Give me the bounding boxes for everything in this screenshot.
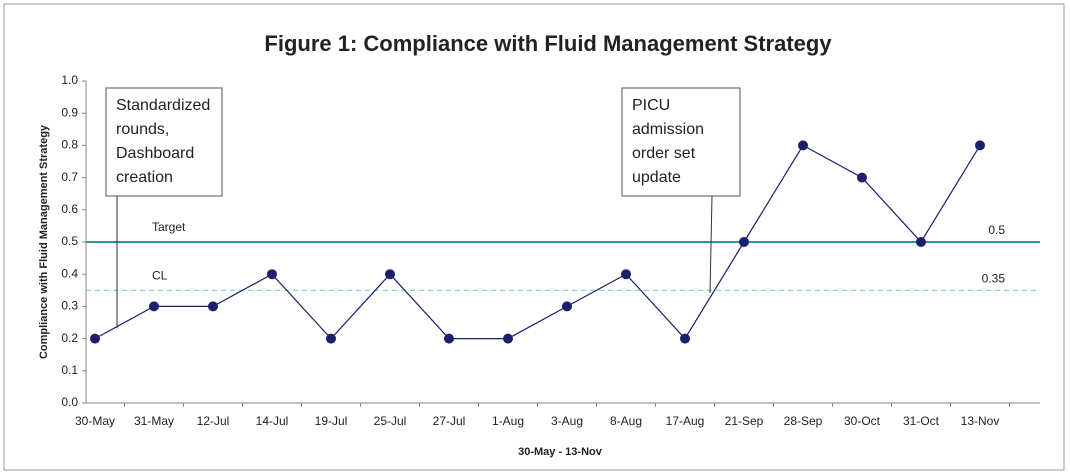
point (326, 333, 336, 344)
x-tick-label: 8-Aug (610, 414, 642, 428)
point (385, 269, 395, 280)
y-tick-label: 0.5 (61, 234, 78, 248)
point (208, 301, 218, 312)
annotation-text: order set (632, 145, 696, 162)
annotation-pointer (709, 195, 713, 294)
y-tick-label: 0.4 (61, 266, 78, 280)
x-tick-label: 21-Sep (725, 414, 764, 428)
x-tick-label: 30-Oct (844, 414, 881, 428)
reference-value: 0.35 (982, 271, 1006, 285)
x-tick-label: 30-May (75, 414, 115, 428)
point (621, 269, 631, 280)
x-tick-label: 14-Jul (256, 414, 289, 428)
annotation-box (621, 87, 741, 197)
y-tick-label: 0.3 (61, 299, 78, 313)
point (798, 140, 808, 151)
chart-title: Figure 1: Compliance with Fluid Manageme… (264, 31, 832, 56)
point (975, 140, 985, 151)
x-axis-title: 30-May - 13-Nov (518, 446, 603, 458)
point (562, 301, 572, 312)
y-axis-title: Compliance with Fluid Management Strateg… (38, 124, 50, 359)
y-tick-label: 0.8 (61, 138, 78, 152)
reference-label: CL (152, 268, 168, 282)
annotation-box (105, 87, 223, 197)
y-tick-label: 0.0 (61, 395, 78, 409)
x-tick-label: 19-Jul (315, 414, 348, 428)
point (90, 333, 100, 344)
point (857, 172, 867, 183)
point (444, 333, 454, 344)
x-tick-label: 28-Sep (784, 414, 823, 428)
series-line (94, 144, 981, 340)
annotation-text: Standardized (116, 97, 210, 114)
point (739, 237, 749, 247)
annotation-text: admission (632, 121, 704, 138)
reference-label: Target (152, 220, 186, 234)
x-tick-label: 25-Jul (374, 414, 407, 428)
point (916, 237, 926, 247)
point (503, 333, 513, 344)
x-tick-label: 27-Jul (433, 414, 466, 428)
y-tick-label: 1.0 (61, 73, 78, 87)
x-tick-label: 31-Oct (903, 414, 940, 428)
point (680, 333, 690, 344)
x-tick-label: 1-Aug (492, 414, 524, 428)
annotation-text: rounds, (116, 121, 169, 138)
x-tick-label: 17-Aug (666, 414, 705, 428)
y-tick-label: 0.2 (61, 331, 78, 345)
frame (3, 3, 1065, 471)
annotation-text: Dashboard (116, 145, 194, 162)
annotation-text: creation (116, 169, 173, 186)
point (149, 301, 159, 312)
point (267, 269, 277, 280)
x-tick-label: 31-May (134, 414, 174, 428)
annotation-text: PICU (632, 97, 670, 114)
reference-value: 0.5 (988, 223, 1005, 237)
x-tick-label: 13-Nov (961, 414, 1000, 428)
y-tick-label: 0.9 (61, 105, 78, 119)
annotation-text: update (632, 169, 681, 186)
x-tick-label: 3-Aug (551, 414, 583, 428)
y-tick-label: 0.1 (61, 363, 78, 377)
y-tick-label: 0.7 (61, 170, 78, 184)
x-tick-label: 12-Jul (197, 414, 230, 428)
y-tick-label: 0.6 (61, 202, 78, 216)
